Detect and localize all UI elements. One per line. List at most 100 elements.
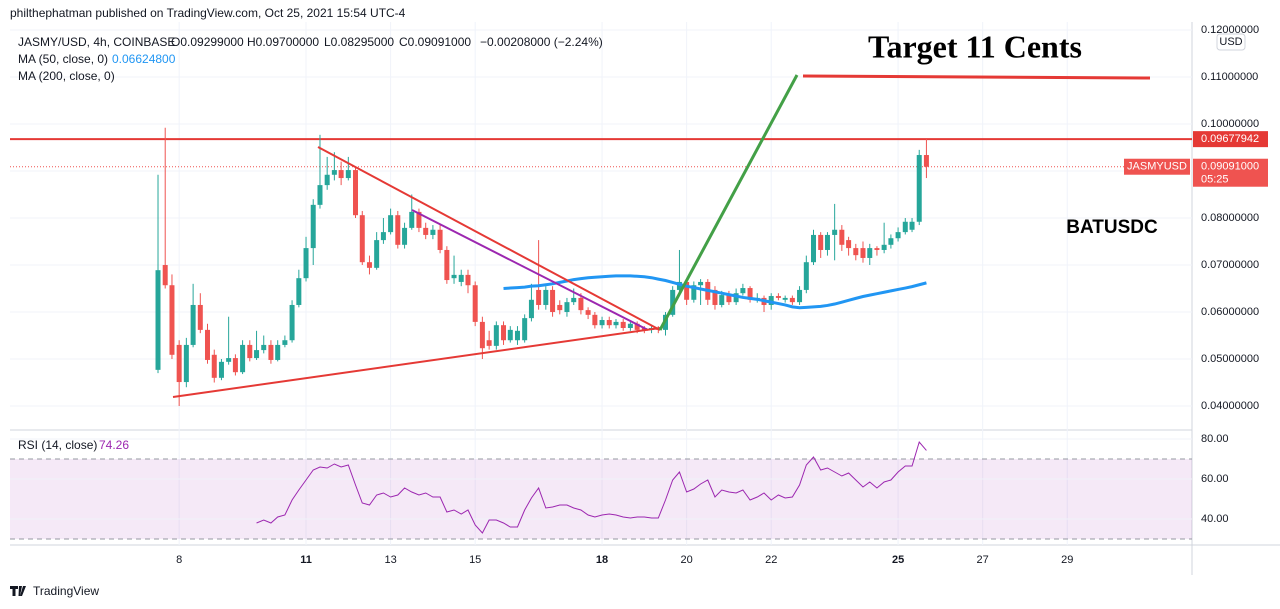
y-tick-label: 0.10000000: [1201, 118, 1259, 130]
legend-high: H0.09700000: [247, 35, 319, 49]
candle-body: [247, 344, 253, 359]
x-tick-label: 11: [300, 554, 312, 566]
candle-body: [564, 302, 570, 313]
rsi-tick-label: 80.00: [1201, 433, 1229, 445]
x-tick-label: 29: [1061, 554, 1073, 566]
y-tick-label: 0.08000000: [1201, 212, 1259, 224]
candle-body: [824, 234, 830, 250]
candle-body: [585, 310, 591, 315]
candle-body: [317, 185, 323, 205]
ma50-name: MA (50, close, 0): [18, 52, 108, 66]
candle-body: [684, 281, 690, 300]
candle-body: [895, 232, 901, 239]
ma200-name: MA (200, close, 0): [18, 69, 115, 83]
y-tick-label: 0.12000000: [1201, 24, 1259, 36]
ma50-line: [503, 274, 927, 310]
candle-body: [543, 289, 549, 305]
grid: [10, 22, 1192, 545]
candle-body: [254, 350, 260, 359]
candle-body: [923, 155, 929, 167]
candle-body: [197, 304, 203, 330]
candle-body: [902, 221, 908, 233]
candle-body: [733, 293, 739, 303]
candle-body: [557, 304, 563, 311]
brand-name: TradingView: [33, 584, 99, 598]
candle-body: [310, 204, 316, 249]
candle-body: [627, 323, 633, 328]
candle-body: [726, 295, 732, 303]
candle-body: [797, 289, 803, 303]
candle-body: [338, 170, 344, 179]
candle-body: [613, 321, 619, 326]
candle-body: [486, 340, 492, 346]
candle-body: [528, 299, 534, 319]
candle-body: [514, 330, 520, 341]
candle-body: [303, 248, 309, 279]
candle-body: [493, 325, 499, 346]
candle-body: [881, 244, 887, 250]
candle-body: [374, 240, 380, 268]
brand: TradingView: [10, 584, 99, 598]
trendline: [172, 327, 661, 398]
candle-body: [282, 340, 288, 345]
candle-body: [395, 215, 401, 245]
candle-body: [416, 211, 422, 228]
candle-body: [620, 321, 626, 328]
candle-body: [536, 289, 542, 305]
candle-body: [162, 265, 168, 286]
y-tick-label: 0.04000000: [1201, 400, 1259, 412]
resistance-tag: [1193, 131, 1268, 148]
candle-body: [423, 227, 429, 235]
candle-body: [232, 358, 238, 373]
x-tick-label: 13: [384, 554, 396, 566]
countdown: 05:25: [1201, 174, 1229, 186]
candle-body: [775, 296, 781, 298]
currency[interactable]: USD: [1219, 36, 1242, 48]
candle-body: [670, 289, 676, 315]
ma50-value: 0.06624800: [112, 52, 176, 66]
candle-body: [289, 304, 295, 341]
legend-low: L0.08295000: [324, 35, 394, 49]
trendline: [411, 209, 649, 331]
legend-open: O0.09299000: [171, 35, 244, 49]
candle-body: [867, 248, 873, 258]
candle-body: [782, 297, 788, 300]
candle-body: [501, 325, 507, 341]
x-tick-label: 8: [176, 554, 182, 566]
candle-body: [522, 318, 528, 341]
candle-body: [240, 344, 246, 373]
candle-body: [832, 229, 838, 235]
candle-body: [599, 320, 605, 326]
drawings: [172, 74, 1151, 398]
candle-body: [606, 320, 612, 326]
candle-body: [380, 232, 386, 241]
candle-body: [860, 248, 866, 258]
candle-body: [578, 297, 584, 311]
target-line: [802, 74, 1151, 80]
candle-body: [839, 229, 845, 245]
candle-body: [698, 281, 704, 286]
annotation-target: Target 11 Cents: [868, 28, 1082, 64]
rsi-line: [256, 440, 927, 534]
rsi-tick-label: 40.00: [1201, 513, 1229, 525]
candle-body: [275, 344, 281, 360]
publisher: philthephatman published on TradingView.…: [10, 6, 406, 20]
trendline: [317, 146, 661, 331]
annotation-note: BATUSDC: [1066, 217, 1158, 238]
candle-body: [550, 289, 556, 313]
candle-body: [324, 174, 330, 186]
candle-body: [479, 321, 485, 349]
currency-button[interactable]: [1216, 33, 1246, 51]
candle-body: [909, 221, 915, 230]
candle-body: [691, 285, 697, 300]
x-tick-label: 20: [681, 554, 693, 566]
candle-body: [740, 288, 746, 294]
candle-body: [507, 329, 513, 341]
rsi-name: RSI (14, close): [18, 438, 97, 452]
candle-body: [211, 354, 217, 378]
candle-body: [712, 289, 718, 305]
candle-body: [768, 296, 774, 305]
last-price-label: 0.09091000: [1201, 161, 1259, 173]
